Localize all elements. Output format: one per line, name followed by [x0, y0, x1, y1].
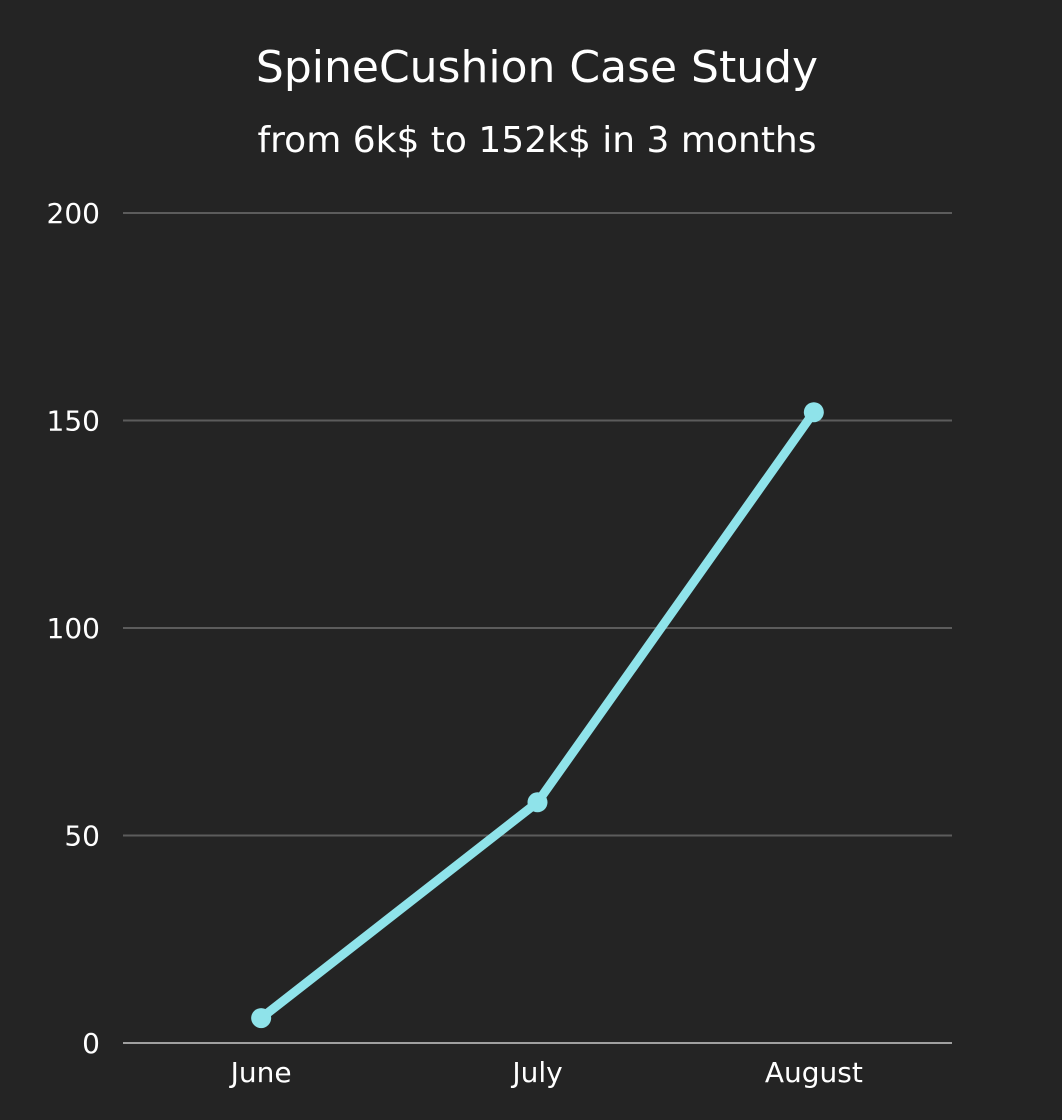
- data-point: [803, 402, 824, 423]
- data-point: [527, 792, 548, 813]
- series-line: [256, 407, 819, 1023]
- series: [251, 402, 824, 1029]
- y-axis-ticks: 0 50 100 150 200: [47, 197, 100, 1060]
- y-tick-label: 100: [47, 612, 100, 645]
- y-tick-label: 150: [47, 405, 100, 438]
- y-tick-label: 50: [64, 820, 100, 853]
- chart-subtitle: from 6k$ to 152k$ in 3 months: [257, 120, 816, 161]
- grid-lines: [123, 212, 952, 1044]
- x-tick-label: July: [510, 1056, 562, 1089]
- x-tick-label: August: [765, 1056, 863, 1089]
- x-tick-label: June: [229, 1056, 292, 1089]
- y-tick-label: 0: [82, 1027, 100, 1060]
- chart-title: SpineCushion Case Study: [256, 42, 818, 93]
- y-tick-label: 200: [47, 197, 100, 230]
- x-axis-ticks: June July August: [229, 1056, 863, 1089]
- data-point: [251, 1008, 272, 1029]
